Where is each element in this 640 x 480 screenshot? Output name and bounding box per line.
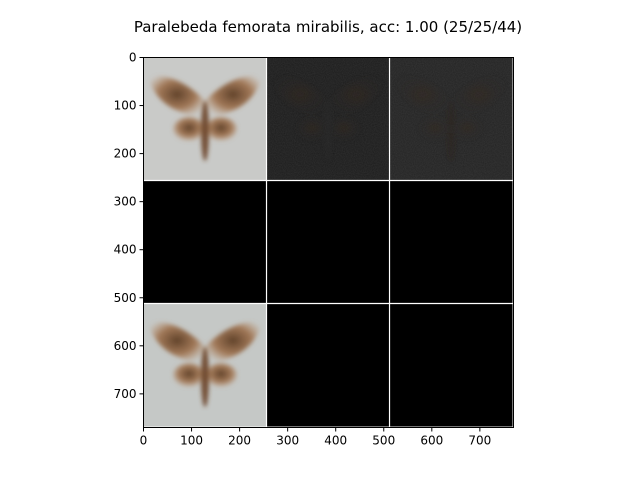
moth-right-forewing xyxy=(328,75,385,118)
x-tick-label: 600 xyxy=(420,434,443,448)
tile-background xyxy=(389,180,513,304)
x-axis: 0 100 200 300 400 500 600 700 xyxy=(140,427,491,448)
moth-right-hindwing xyxy=(205,363,238,388)
x-tick-label: 700 xyxy=(468,434,491,448)
image-tile xyxy=(389,303,513,427)
moth-left-forewing xyxy=(149,321,206,364)
tile-background xyxy=(143,180,267,304)
y-axis: 0 100 200 300 400 500 600 700 xyxy=(114,51,144,401)
moth-body xyxy=(201,101,210,162)
y-tick-label: 100 xyxy=(114,99,137,113)
x-tick-label: 200 xyxy=(228,434,251,448)
image-tile xyxy=(143,303,267,427)
moth-left-hindwing xyxy=(173,363,206,388)
moth-specimen xyxy=(149,321,262,408)
x-tick-label: 300 xyxy=(276,434,299,448)
plot-area xyxy=(143,57,514,428)
moth-left-hindwing xyxy=(173,117,206,142)
tile-background xyxy=(389,303,513,427)
plot-frame xyxy=(143,57,514,428)
moth-body xyxy=(447,101,456,162)
y-tick-label: 300 xyxy=(114,195,137,209)
x-tick-label: 400 xyxy=(324,434,347,448)
moth-right-hindwing xyxy=(328,117,361,142)
moth-left-hindwing xyxy=(296,117,329,142)
x-tick-label: 100 xyxy=(180,434,203,448)
image-tile xyxy=(143,180,267,304)
x-tick-label: 500 xyxy=(372,434,395,448)
image-tile xyxy=(143,57,267,181)
y-tick-label: 500 xyxy=(114,291,137,305)
moth-left-forewing xyxy=(149,75,206,118)
moth-body xyxy=(324,101,333,162)
moth-body xyxy=(201,347,210,408)
moth-left-hindwing xyxy=(419,117,452,142)
x-tick-label: 0 xyxy=(140,434,148,448)
y-tick-label: 400 xyxy=(114,243,137,257)
chart-title: Paralebeda femorata mirabilis, acc: 1.00… xyxy=(134,18,522,36)
tile-background xyxy=(266,180,390,304)
image-tile xyxy=(266,180,390,304)
moth-right-forewing xyxy=(451,75,508,118)
moth-specimen xyxy=(272,75,385,162)
moth-right-forewing xyxy=(205,75,262,118)
moth-left-forewing xyxy=(272,75,329,118)
tile-background xyxy=(266,303,390,427)
y-tick-label: 700 xyxy=(114,387,137,401)
moth-specimen xyxy=(395,75,508,162)
moth-right-hindwing xyxy=(205,117,238,142)
moth-right-hindwing xyxy=(451,117,484,142)
y-tick-label: 600 xyxy=(114,339,137,353)
y-tick-label: 200 xyxy=(114,147,137,161)
y-tick-label: 0 xyxy=(129,51,137,65)
moth-left-forewing xyxy=(395,75,452,118)
moth-right-forewing xyxy=(205,321,262,364)
image-tile xyxy=(266,303,390,427)
image-tile xyxy=(389,180,513,304)
image-tile xyxy=(389,57,513,181)
image-tile xyxy=(266,57,390,181)
moth-specimen xyxy=(149,75,262,162)
